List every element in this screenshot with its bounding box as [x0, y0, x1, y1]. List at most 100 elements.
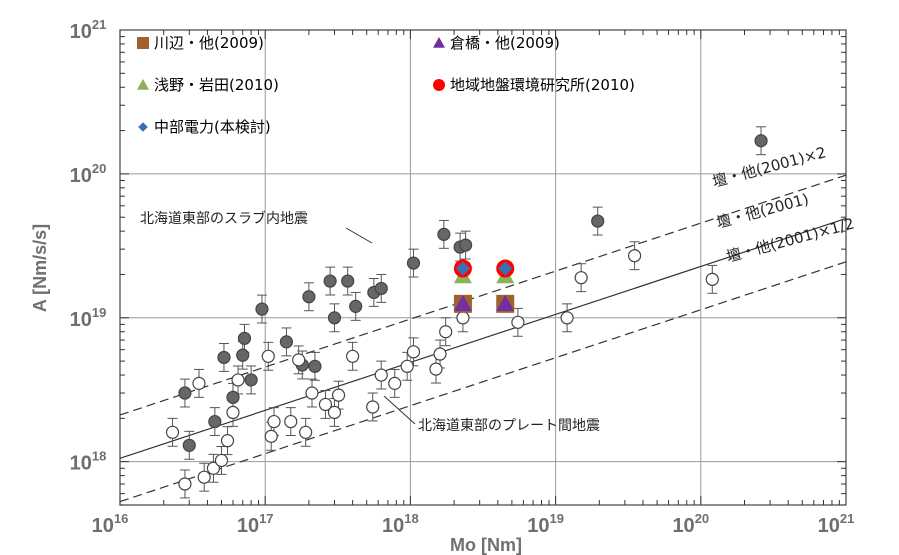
line-label-x2: 壇・他(2001)×2 — [710, 143, 828, 191]
interplate-point — [511, 315, 525, 329]
legend: 川辺・他(2009) 倉橋・他(2009) 浅野・岩田(2010) 地域地盤環境研究所… — [137, 34, 635, 136]
legend-label: 川辺・他(2009) — [154, 34, 264, 52]
interplate-point — [192, 376, 206, 390]
interplate-point — [456, 311, 470, 325]
interplate-point — [214, 453, 229, 468]
interplate-point — [439, 325, 453, 339]
interplate-point — [284, 414, 298, 429]
x-tick-label: 1018 — [382, 511, 419, 537]
slab-point — [255, 302, 269, 316]
interplate-point — [331, 388, 346, 402]
legend-label: 中部電力(本検討) — [154, 118, 271, 136]
interplate-point — [400, 359, 414, 373]
line-label-x1: 壇・他(2001) — [714, 190, 810, 232]
reference-line — [119, 217, 847, 459]
x-tick-label: 1017 — [237, 511, 274, 537]
legend-marker-circle — [433, 79, 445, 91]
slab-point — [308, 359, 322, 373]
legend-label: 浅野・岩田(2010) — [154, 76, 279, 94]
slab-point — [406, 256, 421, 270]
interplate-point — [388, 376, 402, 390]
axis-ticks — [119, 30, 846, 506]
interplate-point — [433, 347, 447, 361]
annotation-interplate-leader — [383, 395, 416, 425]
slab-point — [754, 134, 768, 148]
y-tick-label: 1018 — [70, 449, 107, 475]
interplate-point — [267, 414, 281, 429]
interplate-point — [627, 249, 642, 263]
interplate-point — [264, 429, 278, 443]
data-points — [165, 134, 768, 491]
annotation-slab: 北海道東部のスラブ内地震 — [140, 210, 308, 227]
legend-label: 倉橋・他(2009) — [450, 34, 560, 52]
interplate-point — [178, 477, 192, 491]
interplate-point — [231, 373, 245, 387]
interplate-point — [305, 386, 319, 400]
plot-border — [119, 29, 847, 506]
slab-point — [374, 281, 388, 296]
study-marker-diamond — [498, 261, 513, 276]
x-tick-label: 1019 — [527, 511, 564, 537]
legend-marker-diamond — [138, 122, 148, 132]
slab-point — [217, 350, 231, 365]
plot-frame — [119, 29, 847, 506]
slab-point — [226, 390, 240, 404]
interplate-point — [261, 349, 275, 363]
interplate-point — [429, 362, 443, 376]
study-marker-triangle — [453, 294, 472, 312]
legend-marker-triangle — [137, 79, 149, 90]
slab-point — [279, 335, 294, 349]
x-tick-label: 1021 — [818, 511, 855, 537]
slab-point — [244, 373, 258, 387]
slab-point — [237, 331, 252, 345]
interplate-point — [226, 405, 240, 420]
interplate-point — [197, 470, 211, 484]
annotation-interplate: 北海道東部のプレート間地震 — [418, 418, 600, 434]
interplate-point — [560, 311, 574, 325]
slab-point — [459, 238, 473, 252]
reference-line — [119, 261, 847, 503]
slab-point — [182, 438, 196, 452]
x-tick-label: 1016 — [92, 511, 129, 537]
study-marker-diamond — [455, 261, 471, 276]
x-axis-title: Mo [Nm] — [450, 535, 522, 555]
slab-point — [178, 386, 192, 400]
annotations: 北海道東部のスラブ内地震 北海道東部のプレート間地震 — [140, 210, 600, 434]
slab-point — [208, 414, 222, 429]
annotation-slab-leader — [345, 227, 373, 244]
slab-point — [236, 348, 250, 362]
tick-labels: 1016 1017 1018 1019 1020 1021 1018 1019 1020 1021 — [70, 17, 855, 537]
interplate-point — [374, 368, 388, 382]
interplate-point — [220, 434, 235, 448]
interplate-point — [327, 405, 342, 420]
interplate-point — [318, 397, 333, 412]
interplate-point — [206, 461, 221, 475]
interplate-point — [705, 272, 719, 286]
slab-point — [591, 214, 605, 228]
y-axis-title: A [Nm/s/s] — [30, 224, 50, 312]
slab-point — [327, 311, 342, 325]
interplate-point — [346, 349, 360, 363]
interplate-point — [366, 400, 380, 414]
interplate-point — [165, 425, 180, 439]
slab-point — [437, 227, 451, 241]
x-tick-label: 1020 — [672, 511, 709, 537]
interplate-point — [406, 345, 421, 359]
study-markers — [453, 259, 515, 313]
y-tick-label: 1020 — [70, 161, 107, 187]
legend-marker-square — [137, 37, 149, 49]
slab-point — [302, 290, 316, 304]
slab-point — [323, 274, 337, 288]
interplate-point — [299, 425, 313, 439]
study-marker-triangle — [496, 294, 515, 312]
slab-point — [341, 274, 355, 288]
legend-label: 地域地盤環境研究所(2010) — [450, 76, 635, 94]
interplate-point — [292, 353, 306, 367]
interplate-point — [574, 271, 588, 285]
y-tick-label: 1021 — [70, 17, 107, 43]
reference-line-labels: 壇・他(2001)×2 壇・他(2001) 壇・他(2001)×1/2 — [710, 143, 856, 266]
slab-point — [349, 299, 363, 313]
y-tick-label: 1019 — [70, 305, 107, 331]
legend-marker-triangle — [433, 37, 445, 48]
